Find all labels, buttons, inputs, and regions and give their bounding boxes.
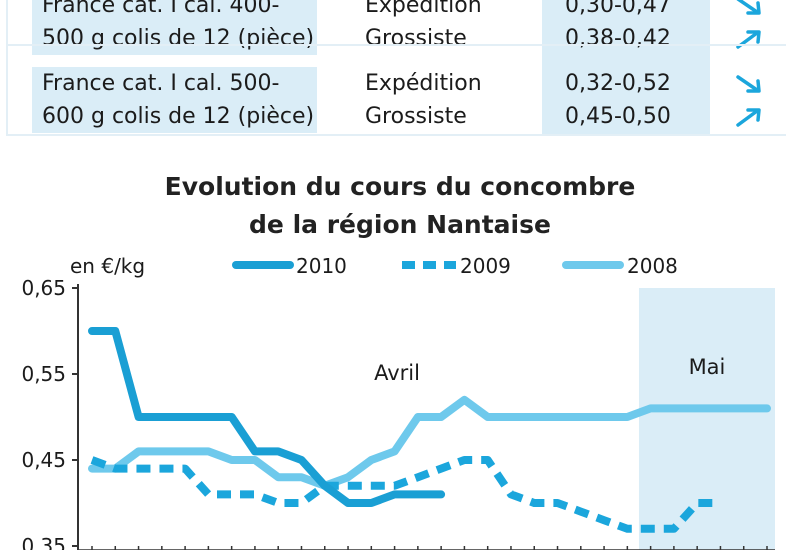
stage-line: Grossiste	[365, 104, 467, 129]
y-tick-label: 0,45	[21, 448, 66, 472]
series-lines	[88, 327, 771, 533]
price-cell: 0,30-0,47 0,38-0,42	[565, 0, 671, 55]
chart-title: Evolution du cours du concombre	[164, 172, 636, 201]
chart-title-line2: de la région Nantaise	[249, 210, 551, 239]
table-left-edge	[6, 0, 8, 136]
region-label-avril: Avril	[374, 361, 420, 385]
y-axis: 0,35 0,45 0,55 0,65	[21, 276, 79, 550]
product-cell: France cat. I cal. 500- 600 g colis de 1…	[32, 67, 317, 133]
trend-down-icon	[735, 0, 765, 22]
product-line: 500 g colis de 12 (pièce)	[42, 26, 315, 51]
y-tick-label: 0,35	[21, 534, 66, 550]
stage-line: Expédition	[365, 0, 482, 18]
trend-down-icon	[735, 67, 765, 100]
price-line: 0,45-0,50	[565, 104, 671, 129]
legend-label-2010: 2010	[296, 254, 347, 278]
legend-label-2008: 2008	[627, 254, 678, 278]
x-axis	[78, 546, 775, 550]
price-column-band	[542, 0, 710, 136]
row-divider	[8, 134, 786, 136]
y-axis-label: en €/kg	[70, 254, 145, 278]
stage-line: Grossiste	[365, 26, 467, 51]
trend-cell	[735, 67, 765, 133]
product-line: 600 g colis de 12 (pièce)	[42, 104, 315, 129]
price-table: France cat. I cal. 400- 500 g colis de 1…	[0, 0, 800, 140]
row-divider	[8, 44, 786, 46]
product-line: France cat. I cal. 500-	[42, 71, 280, 96]
price-line: 0,32-0,52	[565, 71, 671, 96]
stage-line: Expédition	[365, 71, 482, 96]
series-line-2008	[88, 395, 771, 490]
stage-cell: Expédition Grossiste	[365, 0, 482, 55]
y-tick-label: 0,55	[21, 362, 66, 386]
series-line-2010	[88, 327, 446, 507]
price-line: 0,30-0,47	[565, 0, 671, 18]
legend-label-2009: 2009	[460, 254, 511, 278]
trend-up-icon	[735, 100, 765, 133]
product-line: France cat. I cal. 400-	[42, 0, 280, 18]
series-line-2009	[90, 456, 721, 533]
stage-cell: Expédition Grossiste	[365, 67, 482, 133]
price-cell: 0,32-0,52 0,45-0,50	[565, 67, 671, 133]
month-region-band	[638, 288, 775, 550]
region-label-mai: Mai	[689, 355, 726, 379]
legend: 2010 2009 2008	[232, 254, 678, 278]
price-line: 0,38-0,42	[565, 26, 671, 51]
region-labels: Avril Mai	[374, 355, 725, 385]
y-tick-label: 0,65	[21, 276, 66, 300]
